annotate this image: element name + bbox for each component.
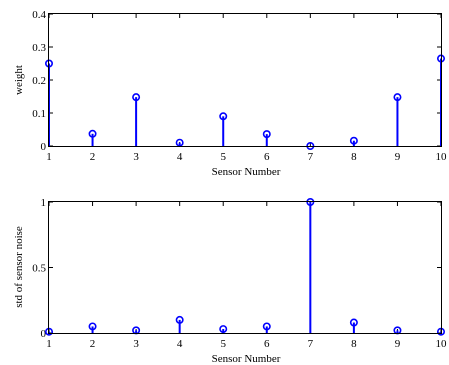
x-tick-label: 8 — [351, 151, 357, 163]
y-axis-label: weight — [13, 65, 25, 95]
tick-group: 1 2 3 4 5 6 7 8 9 10 0 0.5 1 — [32, 197, 447, 350]
stem-marker — [175, 315, 184, 324]
y-tick-label: 0.5 — [32, 263, 46, 275]
plot-frame — [48, 13, 442, 147]
x-tick-label: 4 — [177, 338, 183, 350]
x-axis-label: Sensor Number — [212, 166, 281, 178]
x-tick-label: 5 — [220, 151, 226, 163]
stem-marker — [219, 112, 228, 121]
y-tick-label: 0.1 — [32, 108, 46, 120]
x-tick-label: 2 — [90, 151, 96, 163]
x-tick-label: 9 — [395, 338, 401, 350]
stem-marker — [349, 318, 358, 327]
x-tick-label: 3 — [133, 338, 139, 350]
y-tick-label: 0 — [41, 141, 47, 153]
stem-marker — [175, 138, 184, 147]
x-tick-label: 10 — [436, 151, 448, 163]
x-tick-label: 6 — [264, 338, 270, 350]
y-tick-label: 0.4 — [32, 9, 46, 21]
stem-marker — [132, 93, 141, 102]
stem-group — [44, 54, 445, 151]
stem-marker — [88, 129, 97, 138]
stem-group — [44, 198, 445, 336]
weight-stem-chart: weight Sensor Number 1 2 3 4 5 6 7 8 9 10 0 0.1 0.2 0… — [13, 9, 447, 178]
stem-marker — [88, 322, 97, 331]
x-tick-label: 1 — [46, 151, 52, 163]
x-tick-label: 7 — [308, 151, 314, 163]
x-tick-label: 2 — [90, 338, 96, 350]
x-tick-label: 1 — [46, 338, 52, 350]
x-tick-label: 5 — [220, 338, 226, 350]
stem-marker — [262, 322, 271, 331]
x-tick-label: 8 — [351, 338, 357, 350]
stem-marker — [262, 130, 271, 139]
y-tick-label: 1 — [41, 197, 47, 209]
x-tick-label: 10 — [436, 338, 448, 350]
y-axis-label: std of sensor noise — [13, 226, 25, 308]
y-tick-label: 0 — [41, 328, 47, 340]
x-tick-label: 6 — [264, 151, 270, 163]
stem-marker — [349, 136, 358, 145]
x-tick-label: 4 — [177, 151, 183, 163]
x-tick-label: 3 — [133, 151, 139, 163]
y-tick-label: 0.2 — [32, 75, 46, 87]
x-tick-label: 7 — [308, 338, 314, 350]
x-tick-label: 9 — [395, 151, 401, 163]
y-tick-label: 0.3 — [32, 42, 46, 54]
tick-group: 1 2 3 4 5 6 7 8 9 10 0 0.1 0.2 0.3 0.4 — [32, 9, 447, 163]
noise-stem-chart: std of sensor noise Sensor Number 1 2 3 4 5 6… — [13, 197, 447, 365]
x-axis-label: Sensor Number — [212, 353, 281, 365]
plot-frame — [48, 201, 442, 334]
stem-marker — [219, 325, 228, 334]
stem-marker — [393, 93, 402, 102]
